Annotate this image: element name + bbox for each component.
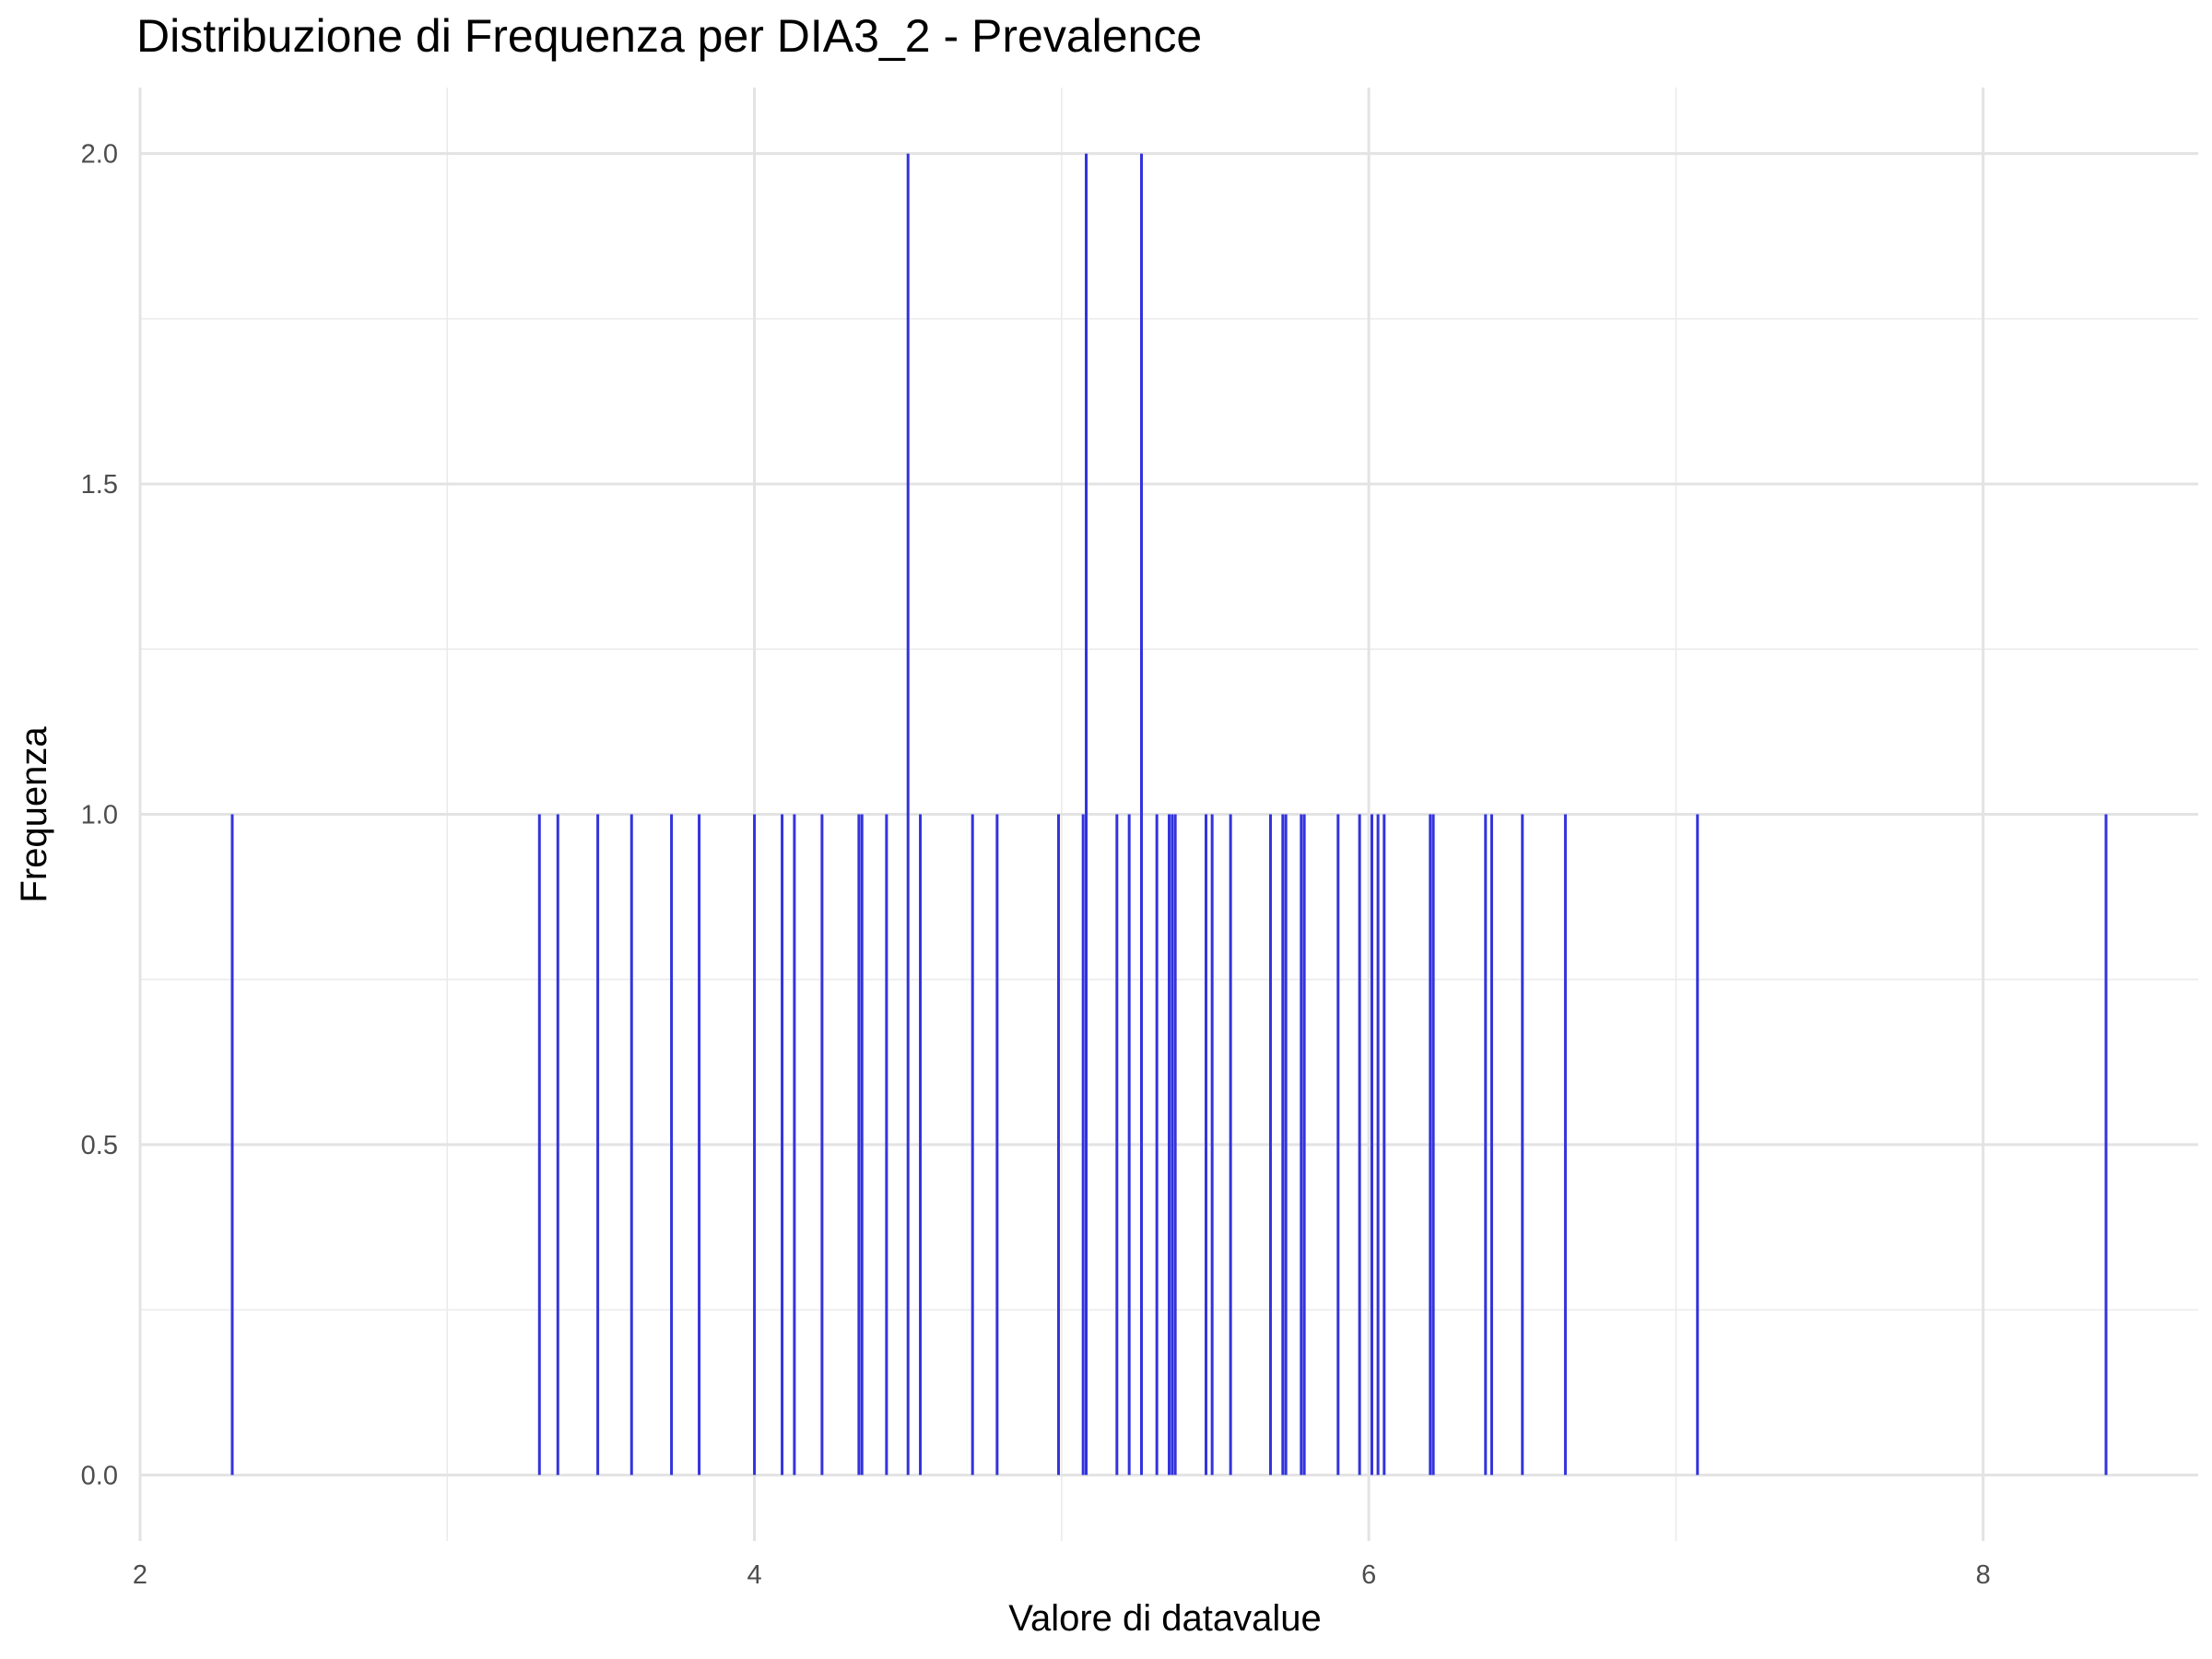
bar (1115, 814, 1119, 1476)
bar (1484, 814, 1488, 1476)
bar (698, 814, 701, 1476)
bar (971, 814, 974, 1476)
x-axis-title: Valore di datavalue (1008, 1598, 1322, 1639)
y-tick-label: 2.0 (81, 140, 118, 170)
bar (995, 814, 999, 1476)
bar (1302, 814, 1306, 1476)
bar (753, 814, 757, 1476)
bar (1358, 814, 1361, 1476)
bar (793, 814, 796, 1476)
bar (537, 814, 541, 1476)
x-tick-label: 6 (1361, 1560, 1376, 1590)
x-tick-label: 2 (133, 1560, 147, 1590)
bar (1173, 814, 1177, 1476)
bar (1057, 814, 1061, 1476)
bar (1300, 814, 1303, 1476)
bar (1563, 814, 1567, 1476)
bar (556, 814, 559, 1476)
bar (1431, 814, 1435, 1476)
x-axis-ticks: 2 4 6 8 (133, 1560, 1991, 1590)
bar (885, 814, 888, 1476)
bar (1268, 814, 1272, 1476)
bar (1429, 814, 1432, 1476)
bar (1489, 814, 1493, 1476)
bar (857, 814, 861, 1476)
bar (1171, 814, 1174, 1476)
bar (2104, 814, 2108, 1476)
bar (906, 153, 910, 1476)
bar (629, 814, 633, 1476)
bar (670, 814, 674, 1476)
bar (1281, 814, 1285, 1476)
bar (1085, 153, 1088, 1476)
bar (1521, 814, 1524, 1476)
bar (1370, 814, 1373, 1476)
bar (1168, 814, 1171, 1476)
bar (1081, 814, 1085, 1476)
bar (230, 814, 234, 1476)
bar (1382, 814, 1386, 1476)
y-tick-label: 0.0 (81, 1461, 118, 1490)
bar (1210, 814, 1214, 1476)
bar (1284, 814, 1288, 1476)
bar (781, 814, 784, 1476)
bars (230, 153, 2108, 1476)
bar (1696, 814, 1700, 1476)
y-axis-title: Frequenza (14, 726, 54, 903)
bar (1155, 814, 1159, 1476)
y-tick-label: 1.5 (81, 470, 118, 500)
bar (1204, 814, 1207, 1476)
bar (1376, 814, 1380, 1476)
bar (919, 814, 923, 1476)
bar (860, 814, 864, 1476)
y-axis-ticks: 0.0 0.5 1.0 1.5 2.0 (81, 140, 118, 1491)
x-tick-label: 4 (747, 1560, 761, 1590)
bar (596, 814, 600, 1476)
x-tick-label: 8 (1976, 1560, 1991, 1590)
chart-title: Distribuzione di Frequenza per DIA3_2 - … (136, 10, 1203, 62)
bar (1229, 814, 1232, 1476)
bar (820, 814, 824, 1476)
bar (1336, 814, 1340, 1476)
bar (1127, 814, 1131, 1476)
y-tick-label: 1.0 (81, 801, 118, 830)
bar (1140, 153, 1144, 1476)
y-tick-label: 0.5 (81, 1131, 118, 1160)
